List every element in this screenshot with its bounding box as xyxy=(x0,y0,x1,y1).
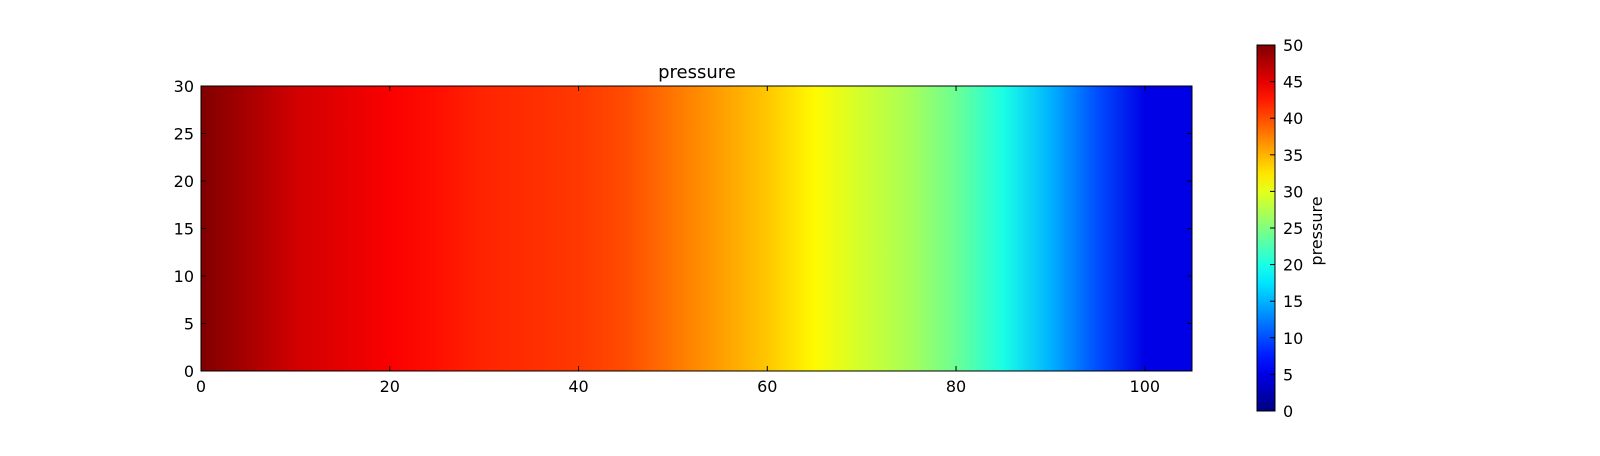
y-axis: 0 5 10 15 20 25 30 xyxy=(174,77,1192,381)
colorbar-tick-label: 20 xyxy=(1283,256,1303,275)
colorbar xyxy=(1257,45,1275,411)
colorbar-tick-label: 40 xyxy=(1283,109,1303,128)
colorbar-tick-label: 50 xyxy=(1283,36,1303,55)
y-tick-label: 30 xyxy=(174,77,194,96)
x-tick-label: 0 xyxy=(196,377,206,396)
colorbar-tick-label: 5 xyxy=(1283,365,1293,384)
x-tick-label: 40 xyxy=(568,377,588,396)
y-tick-label: 20 xyxy=(174,172,194,191)
colorbar-tick-label: 45 xyxy=(1283,73,1303,92)
y-tick-label: 0 xyxy=(184,362,194,381)
y-tick-label: 10 xyxy=(174,267,194,286)
x-tick-label: 80 xyxy=(946,377,966,396)
x-tick-label: 100 xyxy=(1130,377,1161,396)
chart-title: pressure xyxy=(658,62,736,83)
colorbar-tick-label: 0 xyxy=(1283,402,1293,421)
x-tick-label: 60 xyxy=(757,377,777,396)
colorbar-tick-label: 15 xyxy=(1283,292,1303,311)
colorbar-label: pressure xyxy=(1307,196,1326,265)
x-axis: 0 20 40 60 80 100 xyxy=(196,86,1160,396)
colorbar-tick-label: 30 xyxy=(1283,182,1303,201)
colorbar-tick-label: 35 xyxy=(1283,146,1303,165)
colorbar-tick-label: 10 xyxy=(1283,329,1303,348)
heatmap-field xyxy=(201,86,1192,371)
colorbar-tick-label: 25 xyxy=(1283,219,1303,238)
y-tick-label: 15 xyxy=(174,220,194,239)
colorbar-axis: 0 5 10 15 20 25 30 35 40 45 50 xyxy=(1270,36,1303,421)
y-tick-label: 25 xyxy=(174,125,194,144)
x-tick-label: 20 xyxy=(380,377,400,396)
y-tick-label: 5 xyxy=(184,315,194,334)
